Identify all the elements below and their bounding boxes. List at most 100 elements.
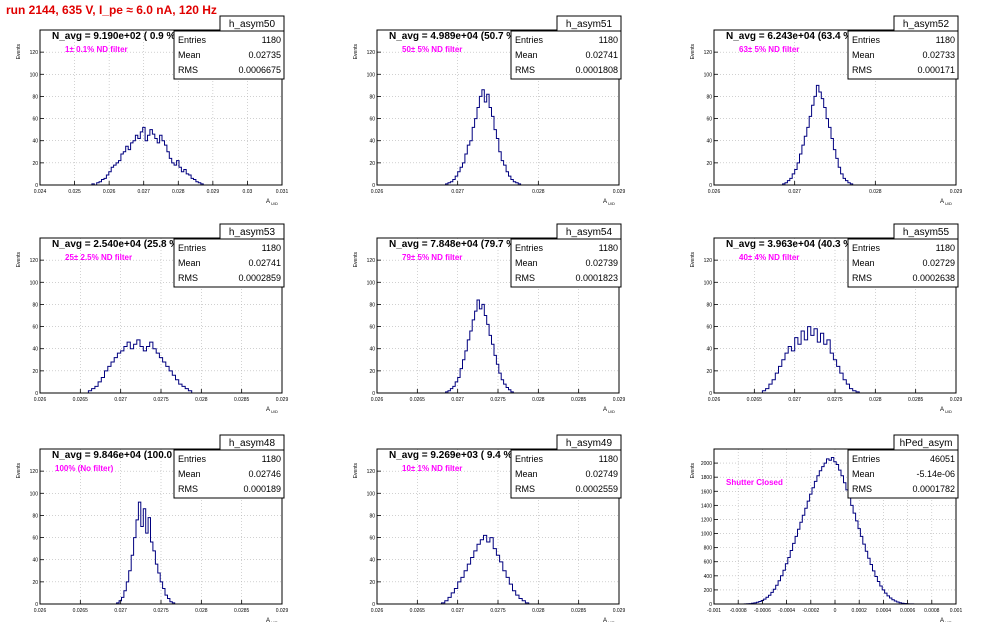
stats-box xyxy=(510,30,622,80)
stats-box xyxy=(510,449,622,499)
filter-label: 63± 5% ND filter xyxy=(739,45,799,54)
x-tick-label: 0.026 xyxy=(371,397,384,403)
stats-value: 0.02741 xyxy=(585,50,618,60)
x-tick-label: 0.025 xyxy=(68,189,81,195)
stats-value: 1180 xyxy=(262,454,281,464)
y-tick-label: 100 xyxy=(30,72,39,78)
y-tick-label: 60 xyxy=(369,117,375,123)
y-tick-label: 20 xyxy=(369,161,375,167)
stats-value: 0.0006675 xyxy=(238,65,281,75)
x-tick-label: 0.028 xyxy=(532,397,545,403)
x-axis-label-subscript: U/D xyxy=(945,620,952,622)
stats-label: Entries xyxy=(515,454,544,464)
histogram-panel-hPed_asym: -0.001 -0.0008 -0.0006 -0.0004 -0.0002 0 0.000… xyxy=(690,434,962,622)
histogram-panel-h_asym55: 0.026 0.0265 0.027 0.0275 0.028 0.0285 0.029 0 2… xyxy=(690,223,962,414)
y-tick-label: 80 xyxy=(369,513,375,519)
histogram-line xyxy=(761,326,860,393)
y-axis-label: Events xyxy=(16,44,22,60)
stats-value: 0.0001823 xyxy=(575,273,618,283)
stats-label: RMS xyxy=(178,273,198,283)
y-axis-label: Events xyxy=(353,44,359,60)
stats-box xyxy=(847,449,959,499)
stats-label: RMS xyxy=(852,65,872,75)
stats-value: 1180 xyxy=(936,35,955,45)
stats-label: Mean xyxy=(178,469,201,479)
x-tick-label: 0.0265 xyxy=(73,397,89,403)
x-tick-label: 0.028 xyxy=(532,608,545,614)
y-tick-label: 120 xyxy=(704,50,713,56)
x-tick-label: 0.027 xyxy=(451,189,464,195)
y-tick-label: 60 xyxy=(706,325,712,331)
histogram-line xyxy=(445,89,522,185)
y-tick-label: 200 xyxy=(704,588,713,594)
x-tick-label: 0.026 xyxy=(371,189,384,195)
filter-label: 25± 2.5% ND filter xyxy=(65,253,132,262)
y-tick-label: 1400 xyxy=(701,503,712,509)
x-tick-label: 0.0265 xyxy=(410,608,426,614)
y-tick-label: 120 xyxy=(30,469,39,475)
stats-value: 0.0002638 xyxy=(912,273,955,283)
y-tick-label: 120 xyxy=(704,258,713,264)
x-tick-label: -0.0006 xyxy=(754,608,771,614)
x-tick-label: 0.027 xyxy=(114,608,127,614)
y-tick-label: 40 xyxy=(369,558,375,564)
stats-box xyxy=(847,30,959,80)
stats-label: Mean xyxy=(515,258,538,268)
histogram-name: h_asym54 xyxy=(566,227,613,238)
x-tick-label: -0.0008 xyxy=(730,608,747,614)
n-avg-label: N_avg = 6.243e+04 (63.4 %) xyxy=(726,31,856,42)
y-tick-label: 40 xyxy=(369,139,375,145)
y-tick-label: 100 xyxy=(704,280,713,286)
x-tick-label: 0.024 xyxy=(34,189,47,195)
histogram-panel-h_asym48: 0.026 0.0265 0.027 0.0275 0.028 0.0285 0.029 0 2… xyxy=(16,434,288,622)
stats-value: 0.0001808 xyxy=(575,65,618,75)
stats-value: 46051 xyxy=(930,454,955,464)
stats-value: 0.02749 xyxy=(585,469,618,479)
histogram-name: h_asym49 xyxy=(566,438,613,449)
x-tick-label: 0.0275 xyxy=(490,397,506,403)
n-avg-label: N_avg = 3.963e+04 (40.3 %) xyxy=(726,239,856,250)
stats-value: 0.0002559 xyxy=(575,484,618,494)
y-axis-label: Events xyxy=(353,463,359,479)
stats-box xyxy=(510,238,622,288)
stats-label: Entries xyxy=(515,35,544,45)
y-tick-label: 400 xyxy=(704,574,713,580)
x-tick-label: 0.0285 xyxy=(908,397,924,403)
stats-value: 0.02735 xyxy=(248,50,281,60)
x-tick-label: 0 xyxy=(834,608,837,614)
histogram-line xyxy=(441,534,530,604)
stats-value: 0.0001782 xyxy=(912,484,955,494)
x-tick-label: 0.0265 xyxy=(747,397,763,403)
histogram-line xyxy=(743,457,915,605)
histogram-name: hPed_asym xyxy=(900,438,953,449)
x-tick-label: 0.0285 xyxy=(571,397,587,403)
filter-label: 79± 5% ND filter xyxy=(402,253,462,262)
y-tick-label: 60 xyxy=(369,325,375,331)
stats-label: Mean xyxy=(515,469,538,479)
stats-label: RMS xyxy=(852,484,872,494)
x-tick-label: 0.029 xyxy=(613,397,626,403)
histogram-name: h_asym52 xyxy=(903,19,950,30)
stats-label: Mean xyxy=(852,469,875,479)
n-avg-label: N_avg = 7.848e+04 (79.7 %) xyxy=(389,239,519,250)
histogram-name: h_asym50 xyxy=(229,19,276,30)
x-tick-label: 0.028 xyxy=(532,189,545,195)
y-tick-label: 40 xyxy=(32,347,38,353)
x-tick-label: 0.026 xyxy=(708,189,721,195)
y-tick-label: 0 xyxy=(372,183,375,189)
histogram-name: h_asym55 xyxy=(903,227,950,238)
y-tick-label: 120 xyxy=(367,50,376,56)
stats-label: Mean xyxy=(852,258,875,268)
y-tick-label: 20 xyxy=(369,369,375,375)
x-axis-label-subscript: U/D xyxy=(271,201,278,206)
x-tick-label: 0.026 xyxy=(708,397,721,403)
x-axis-label: A xyxy=(266,618,270,622)
y-tick-label: 1800 xyxy=(701,475,712,481)
y-axis-label: Events xyxy=(16,463,22,479)
histogram-panel-h_asym51: 0.026 0.027 0.028 0.029 0 20 40 60 80 100 120 Event… xyxy=(353,15,625,206)
filter-label: 10± 1% ND filter xyxy=(402,464,462,473)
y-tick-label: 0 xyxy=(372,391,375,397)
y-tick-label: 100 xyxy=(30,280,39,286)
x-tick-label: -0.001 xyxy=(707,608,721,614)
x-tick-label: 0.0002 xyxy=(852,608,868,614)
